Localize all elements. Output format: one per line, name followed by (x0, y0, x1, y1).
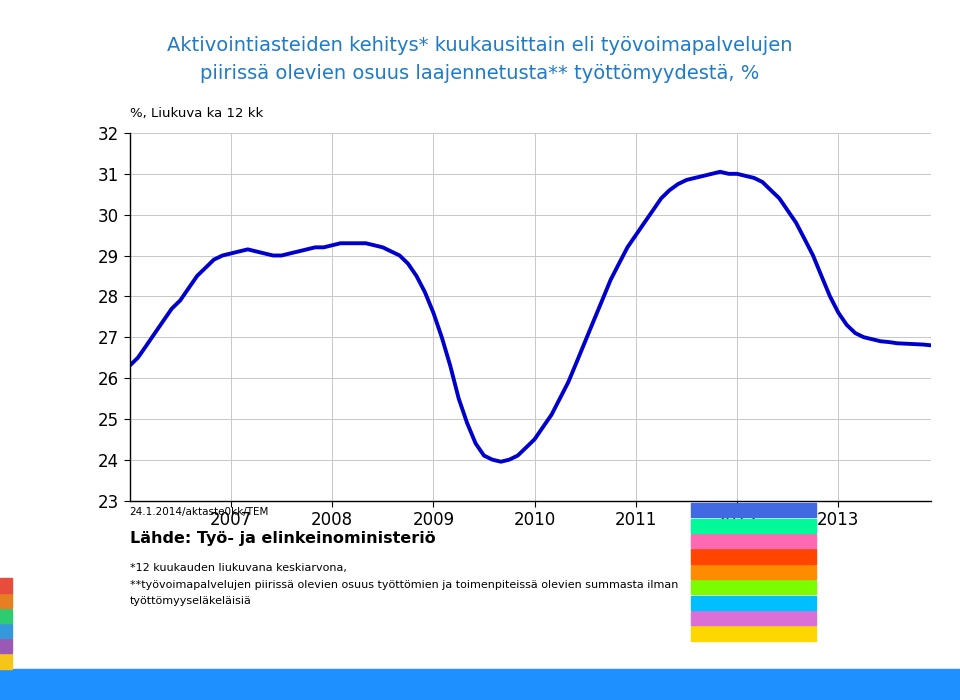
Text: *12 kuukauden liukuvana keskiarvona,: *12 kuukauden liukuvana keskiarvona, (130, 563, 347, 573)
Text: 24.1.2014/aktaste0kk/TEM: 24.1.2014/aktaste0kk/TEM (130, 507, 269, 517)
Text: **työvoimapalvelujen piirissä olevien osuus työttömien ja toimenpiteissä olevien: **työvoimapalvelujen piirissä olevien os… (130, 580, 678, 590)
Text: %, Liukuva ka 12 kk: %, Liukuva ka 12 kk (130, 107, 263, 120)
Text: työttömyyseläkeläisiä: työttömyyseläkeläisiä (130, 596, 252, 606)
Text: Lähde: Työ- ja elinkeinoministeriö: Lähde: Työ- ja elinkeinoministeriö (130, 531, 435, 545)
Text: Aktivointiasteiden kehitys* kuukausittain eli työvoimapalvelujen: Aktivointiasteiden kehitys* kuukausittai… (167, 36, 793, 55)
Text: piirissä olevien osuus laajennetusta** työttömyydestä, %: piirissä olevien osuus laajennetusta** t… (201, 64, 759, 83)
